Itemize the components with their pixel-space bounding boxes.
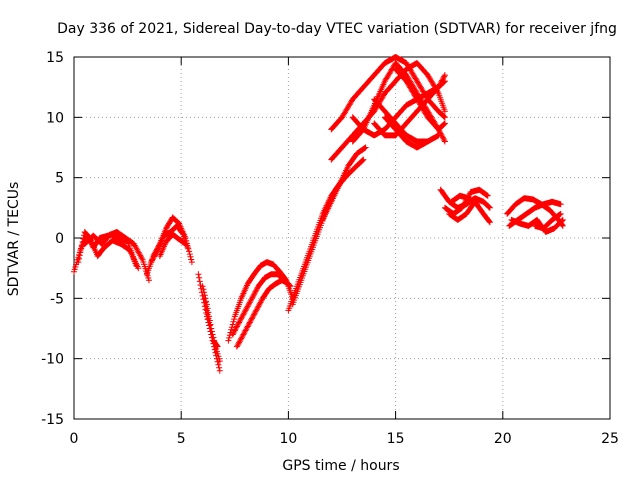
y-tick-label: 0 — [55, 231, 64, 247]
series-arc-23 — [392, 66, 448, 133]
x-axis-label: GPS time / hours — [282, 458, 399, 474]
data-points — [71, 54, 566, 374]
point-markers — [156, 231, 189, 260]
y-tick-label: 10 — [46, 110, 64, 126]
series-arc-12 — [233, 277, 292, 350]
point-markers — [319, 144, 369, 223]
series-arc-3 — [81, 231, 140, 269]
y-tick-labels: -15 -10 -5 0 5 10 15 — [41, 50, 64, 428]
point-markers — [532, 210, 564, 232]
series-arc-22 — [371, 96, 431, 145]
point-markers — [233, 277, 292, 350]
series-arc-8 — [199, 283, 223, 365]
y-axis-label: SDTVAR / TECUs — [6, 182, 22, 297]
point-markers — [392, 66, 448, 133]
point-markers — [508, 216, 566, 235]
x-tick-label: 20 — [494, 431, 512, 447]
series-arc-14 — [289, 174, 348, 308]
point-markers — [81, 231, 140, 269]
x-tick-label: 25 — [601, 431, 619, 447]
point-markers — [148, 222, 191, 266]
series-arc-30 — [508, 216, 566, 235]
x-tick-label: 0 — [70, 431, 79, 447]
point-markers — [328, 54, 448, 133]
y-tick-label: -15 — [41, 412, 64, 428]
series-arc-9 — [201, 295, 221, 350]
point-markers — [448, 192, 481, 208]
series-arc-6 — [156, 231, 189, 260]
series-arc-31 — [532, 210, 564, 232]
x-tick-labels: 0 5 10 15 20 25 — [70, 431, 619, 447]
series-arc-27 — [448, 192, 481, 208]
series-arc-17 — [328, 54, 448, 133]
y-tick-label: -10 — [41, 352, 64, 368]
series-arc-5 — [148, 222, 191, 266]
y-tick-label: 15 — [46, 50, 64, 66]
series-arc-15 — [319, 144, 369, 223]
point-markers — [289, 174, 348, 308]
point-markers — [371, 96, 431, 145]
grid-lines — [74, 57, 610, 419]
x-tick-label: 10 — [279, 431, 297, 447]
y-tick-label: -5 — [50, 291, 64, 307]
x-tick-label: 5 — [177, 431, 186, 447]
x-tick-label: 15 — [387, 431, 405, 447]
y-tick-label: 5 — [55, 171, 64, 187]
chart-title: Day 336 of 2021, Sidereal Day-to-day VTE… — [57, 21, 617, 37]
point-markers — [199, 283, 223, 365]
point-markers — [201, 295, 221, 350]
